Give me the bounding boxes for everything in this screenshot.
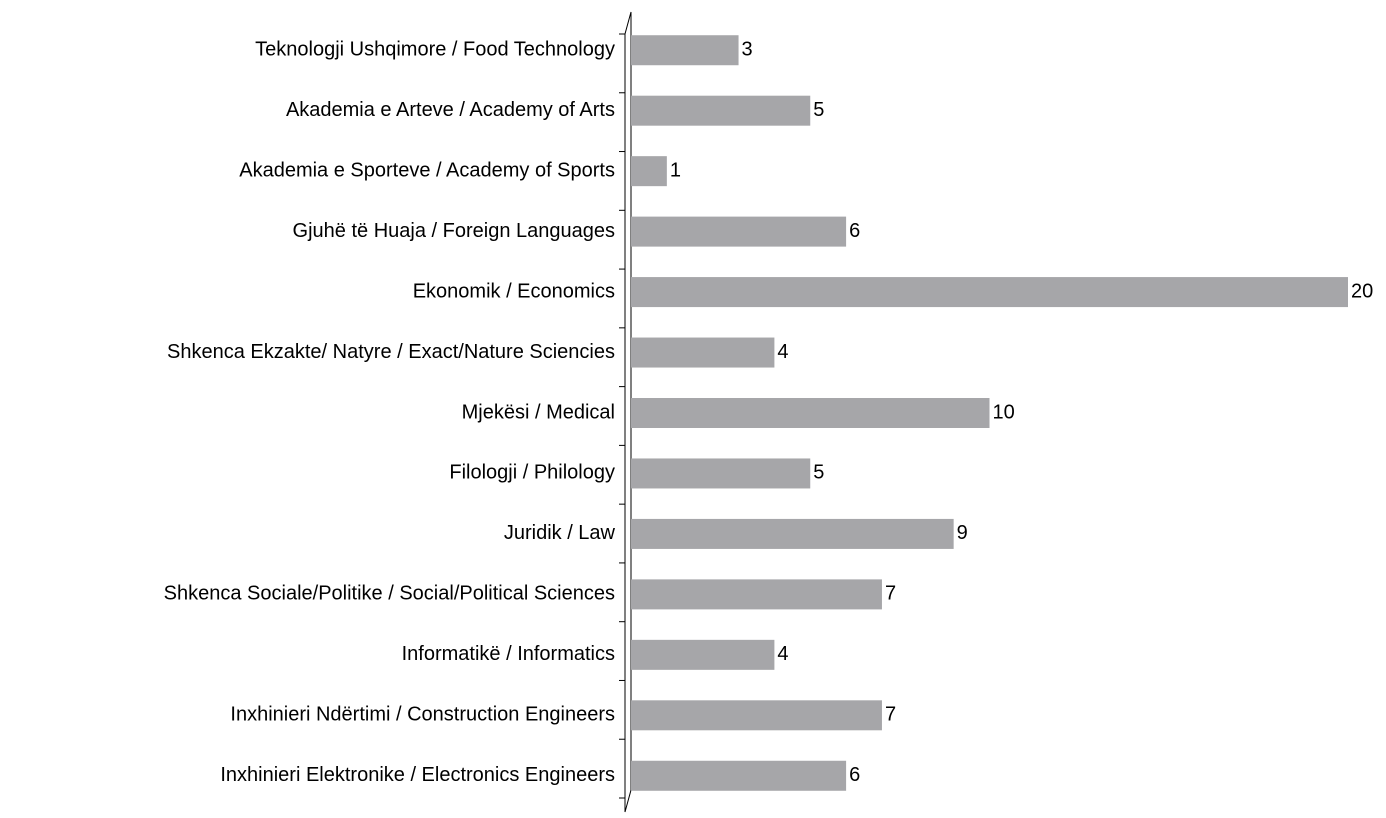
- bar: [631, 216, 847, 247]
- value-label: 6: [849, 764, 860, 786]
- category-label: Juridik / Law: [504, 522, 616, 544]
- bar: [631, 398, 990, 428]
- category-label: Inxhinieri Elektronike / Electronics Eng…: [220, 764, 615, 786]
- value-label: 20: [1351, 280, 1373, 302]
- category-label: Filologji / Philology: [449, 462, 615, 484]
- axis-line: [624, 11, 632, 813]
- bar: [631, 277, 1348, 308]
- value-label: 7: [885, 704, 896, 726]
- bar: [631, 518, 954, 549]
- category-label: Akademia e Sporteve / Academy of Sports: [239, 159, 615, 181]
- bar: [631, 639, 775, 670]
- value-label: 7: [885, 583, 896, 605]
- value-label: 4: [777, 643, 788, 665]
- value-label: 3: [742, 39, 753, 61]
- category-label: Akademia e Arteve / Academy of Arts: [286, 99, 615, 121]
- bar: [631, 35, 739, 66]
- value-label: 10: [993, 401, 1015, 423]
- value-label: 5: [813, 99, 824, 121]
- category-label: Mjekësi / Medical: [462, 401, 615, 423]
- value-label: 6: [849, 220, 860, 242]
- bar: [631, 156, 667, 187]
- category-label: Shkenca Sociale/Politike / Social/Politi…: [164, 583, 615, 605]
- category-label: Gjuhë të Huaja / Foreign Languages: [293, 220, 615, 242]
- bar: [631, 337, 775, 368]
- category-label: Ekonomik / Economics: [413, 280, 615, 302]
- bar: [631, 458, 811, 489]
- category-label: Shkenca Ekzakte/ Natyre / Exact/Nature S…: [167, 341, 615, 363]
- value-label: 1: [670, 159, 681, 181]
- category-label: Teknologji Ushqimore / Food Technology: [255, 39, 615, 61]
- category-label: Inxhinieri Ndërtimi / Construction Engin…: [230, 704, 615, 726]
- bar: [631, 700, 882, 731]
- value-label: 4: [777, 341, 788, 363]
- bar: [631, 579, 882, 610]
- bar: [631, 760, 847, 791]
- value-label: 5: [813, 462, 824, 484]
- bar: [631, 95, 811, 126]
- category-label: Informatikë / Informatics: [402, 643, 615, 665]
- value-label: 9: [957, 522, 968, 544]
